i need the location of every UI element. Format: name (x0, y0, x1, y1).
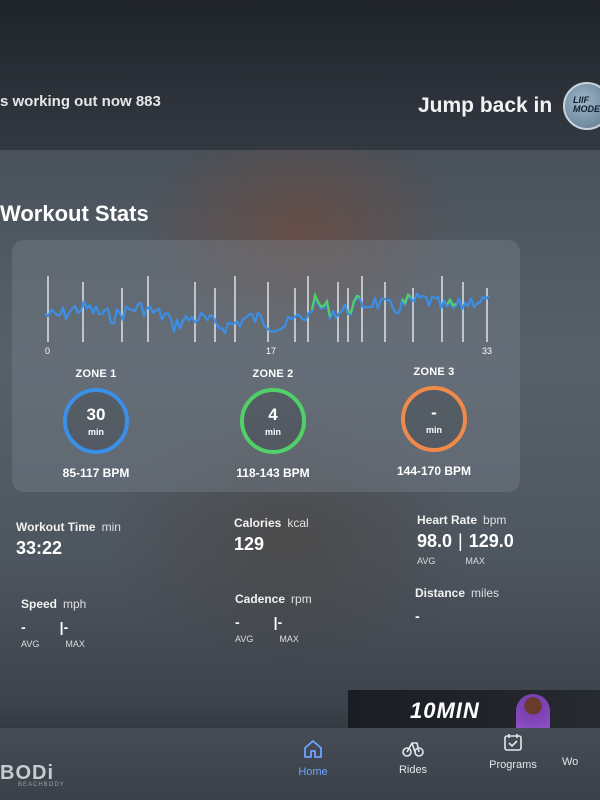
program-thumbnail-label: LIIF MODE (573, 95, 600, 114)
zone-3-unit: min (425, 424, 442, 435)
nav-rides-label: Rides (398, 764, 428, 776)
zone-1-unit: min (87, 426, 104, 437)
distance-unit: miles (471, 586, 500, 600)
speed-separator: | (59, 619, 64, 635)
zone-2: ZONE 2 4 min 118-143 BPM (208, 368, 338, 480)
calories-metric: Calories kcal 129 (234, 516, 309, 555)
bottom-navigation: BODi BEACHBODY Home Rides Programs Wo (0, 728, 600, 800)
zone2-segment (446, 297, 457, 307)
heart-rate-max: 129.0 (468, 531, 514, 551)
zone2-highlights (310, 291, 457, 317)
heart-rate-line (44, 292, 490, 335)
workout-time-label: Workout Time (16, 520, 96, 534)
heart-rate-max-label: MAX (465, 556, 485, 566)
nav-workouts[interactable]: Wo (562, 728, 600, 768)
speed-unit: mph (63, 597, 87, 611)
workout-time-value: 33:22 (16, 538, 63, 558)
bodi-logo: BODi (0, 762, 54, 784)
zone2-segment (347, 294, 361, 314)
working-out-now-count: s working out now 883 (0, 93, 161, 110)
zone-1-minutes: 30 (86, 404, 106, 424)
x-tick-0: 0 (45, 346, 50, 356)
heart-rate-chart: 0 17 33 (44, 276, 492, 356)
promo-instructor-image (516, 694, 550, 728)
nav-home-label: Home (298, 766, 328, 778)
workouts-icon (562, 728, 584, 750)
workout-time-unit: min (101, 520, 121, 534)
zone-1-range: 85-117 BPM (62, 466, 130, 480)
cadence-avg-label: AVG (235, 634, 254, 644)
nav-rides[interactable]: Rides (378, 736, 448, 776)
program-thumbnail[interactable]: LIIF MODE (563, 82, 600, 130)
zone2-segment (401, 292, 412, 306)
speed-avg-label: AVG (21, 639, 40, 649)
cadence-avg: - (235, 614, 240, 630)
nav-programs-label: Programs (489, 759, 537, 771)
speed-avg: - (21, 619, 26, 635)
x-tick-17: 17 (266, 346, 276, 356)
heart-rate-metric: Heart Rate bpm 98.0 | 129.0 AVG MAX (417, 513, 514, 566)
calories-value: 129 (234, 534, 265, 554)
home-icon (302, 738, 324, 760)
chart-markers (47, 276, 488, 342)
zone-3: ZONE 3 - min 144-170 BPM (369, 366, 499, 478)
zone-3-range: 144-170 BPM (396, 464, 472, 478)
zone-3-ring: - min (401, 386, 467, 452)
cadence-metric: Cadence rpm - |- AVG MAX (235, 592, 312, 644)
zone-3-minutes: - (431, 402, 437, 422)
distance-metric: Distance miles - (415, 586, 499, 624)
speed-max-label: MAX (65, 639, 85, 649)
nav-home[interactable]: Home (278, 738, 348, 778)
cadence-max-label: MAX (279, 634, 299, 644)
heart-rate-separator: | (458, 531, 463, 551)
top-bar: s working out now 883 Jump back in LIIF … (0, 0, 600, 150)
speed-max: - (63, 619, 69, 635)
distance-label: Distance (415, 586, 466, 600)
jump-back-in-heading: Jump back in (418, 94, 553, 117)
nav-programs[interactable]: Programs (478, 731, 548, 771)
workout-stats-title: Workout Stats (0, 201, 149, 226)
x-tick-33: 33 (482, 346, 492, 356)
heart-rate-label: Heart Rate (417, 513, 478, 527)
promo-banner[interactable]: 10MIN (348, 690, 600, 728)
calendar-check-icon (502, 731, 524, 753)
calories-unit: kcal (287, 516, 309, 530)
zone-3-title: ZONE 3 (413, 366, 455, 378)
zone-2-range: 118-143 BPM (236, 466, 310, 480)
heart-rate-avg-label: AVG (417, 556, 436, 566)
zone-1: ZONE 1 30 min 85-117 BPM (31, 368, 161, 480)
zone-2-unit: min (264, 426, 281, 437)
cadence-label: Cadence (235, 592, 286, 606)
promo-text: 10MIN (410, 698, 480, 723)
cadence-unit: rpm (291, 592, 312, 606)
zone-1-title: ZONE 1 (75, 368, 117, 380)
heart-rate-unit: bpm (483, 513, 507, 527)
cadence-separator: | (273, 614, 278, 630)
cadence-max: - (277, 614, 283, 630)
distance-value: - (415, 608, 420, 624)
nav-workouts-label: Wo (562, 756, 579, 768)
zone-2-title: ZONE 2 (252, 368, 294, 380)
bike-icon (402, 736, 424, 758)
workout-time-metric: Workout Time min 33:22 (16, 520, 121, 559)
heart-rate-avg: 98.0 (417, 531, 453, 551)
calories-label: Calories (234, 516, 282, 530)
zone2-segment (310, 291, 332, 317)
zone-1-ring: 30 min (63, 388, 129, 454)
bodi-logo-sub: BEACHBODY (18, 782, 65, 788)
speed-label: Speed (21, 597, 58, 611)
zone-2-ring: 4 min (240, 388, 306, 454)
speed-metric: Speed mph - |- AVG MAX (21, 597, 86, 649)
zone-2-minutes: 4 (268, 404, 278, 424)
